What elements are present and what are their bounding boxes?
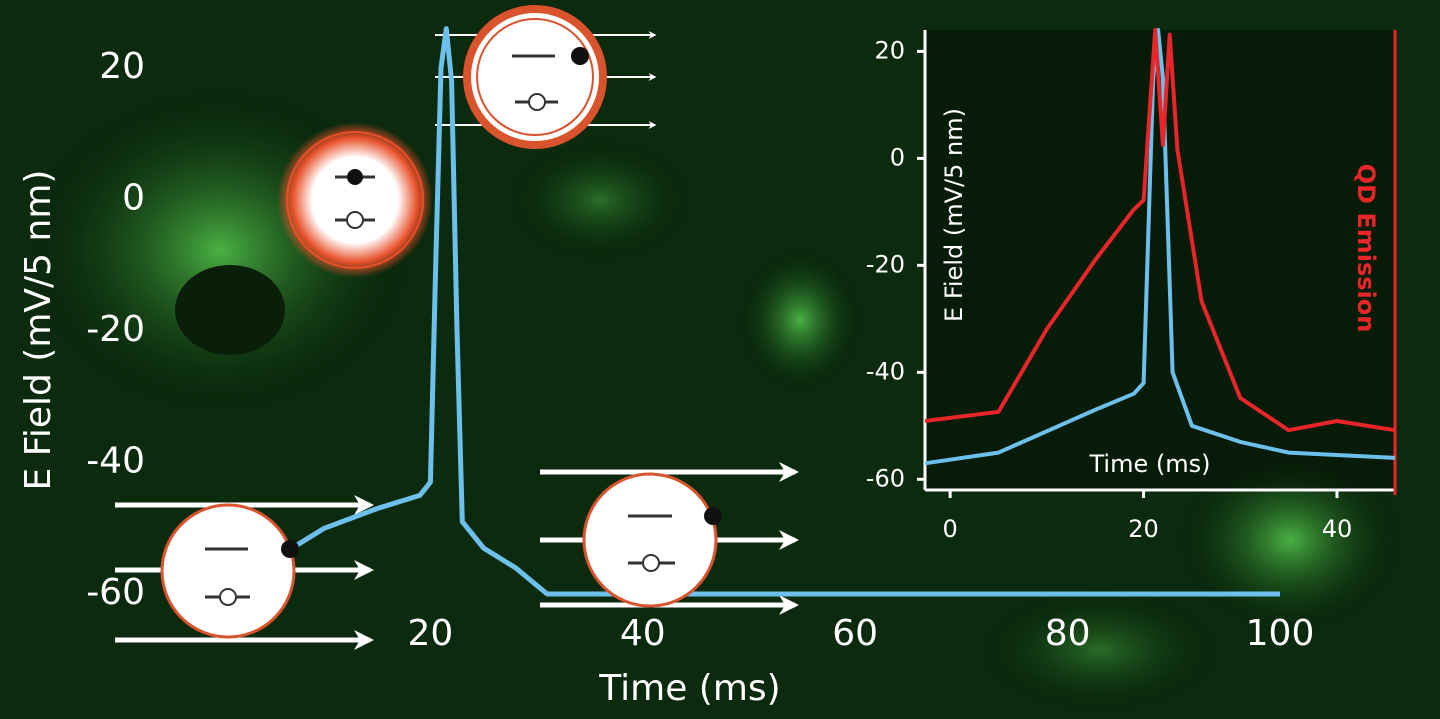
y-tick-label: -20 bbox=[86, 309, 145, 350]
x-tick-label: 80 bbox=[1045, 613, 1091, 654]
y-tick-label: -40 bbox=[866, 357, 905, 385]
x-axis-label: Time (ms) bbox=[1089, 450, 1211, 478]
plots bbox=[290, 26, 1397, 597]
y-tick-label: -60 bbox=[86, 572, 145, 613]
x-tick-label: 100 bbox=[1246, 613, 1315, 654]
x-axis-label: Time (ms) bbox=[598, 668, 780, 709]
x-tick-label: 20 bbox=[1128, 515, 1159, 543]
y-tick-label: 0 bbox=[122, 178, 145, 219]
y-tick-label: 20 bbox=[99, 46, 145, 87]
y-axis-label: E Field (mV/5 nm) bbox=[940, 108, 968, 322]
y-tick-label: 0 bbox=[890, 143, 905, 171]
y2-axis-label: QD Emission bbox=[1352, 164, 1380, 333]
particles bbox=[160, 5, 722, 639]
y-tick-label: -20 bbox=[866, 250, 905, 278]
x-tick-label: 40 bbox=[1322, 515, 1353, 543]
labels: 20 0 -20 -40 -60 20 40 60 80 100 Time (ms) E Field … bbox=[18, 36, 1380, 709]
x-tick-label: 40 bbox=[620, 613, 666, 654]
x-tick-label: 20 bbox=[407, 613, 453, 654]
x-tick-label: 0 bbox=[943, 515, 958, 543]
y-tick-label: 20 bbox=[874, 36, 905, 64]
x-tick-label: 60 bbox=[832, 613, 878, 654]
data-line bbox=[924, 28, 1396, 433]
y-axis-label: E Field (mV/5 nm) bbox=[18, 170, 59, 491]
y-tick-label: -60 bbox=[866, 464, 905, 492]
y-tick-label: -40 bbox=[86, 441, 145, 482]
